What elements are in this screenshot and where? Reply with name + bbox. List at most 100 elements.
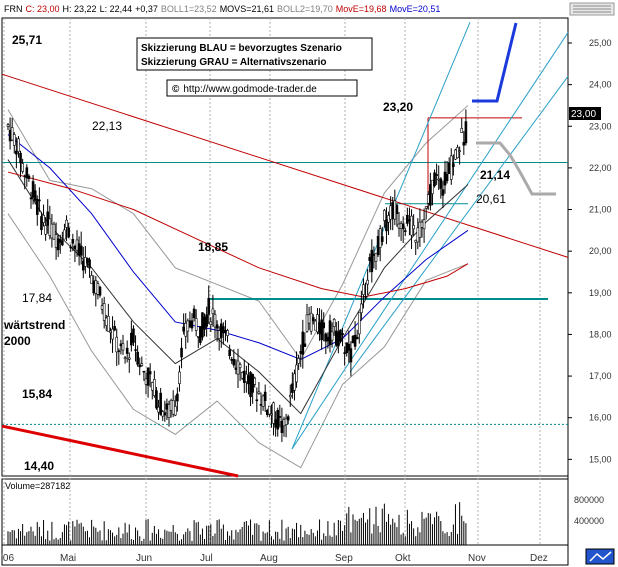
price-annotation: 17,84 [22,291,52,305]
candle-body [242,370,246,383]
candle-body [31,181,35,198]
high-value: H: 23,22 [63,4,97,14]
candle-body [397,223,401,229]
candle-body [282,419,286,427]
candle-body [307,314,311,324]
low-value: L: 22,44 [100,4,133,14]
candle-body [247,375,250,385]
candle-body [40,216,43,231]
price-annotation: 21,14 [480,168,510,182]
candle-body [98,286,102,296]
x-tick-label: Dez [530,553,548,564]
candle-body [431,179,434,195]
candle-body [201,312,204,338]
candle-body [278,416,282,418]
candle-body [203,316,206,330]
candle-body [343,352,346,354]
candle-body [230,359,234,361]
candle-body [134,349,137,351]
trend-label: wärtstrend [3,318,65,332]
candle-body [316,314,319,333]
x-tick-label: Jul [200,553,213,564]
blue-scenario-arrow [472,22,518,103]
candle-body [67,227,70,238]
price-annotation: 15,84 [22,387,52,401]
candle-body [362,284,365,295]
candle-body [399,223,403,229]
price-annotation: 20,61 [476,192,506,206]
candle-body [38,199,41,202]
bollinger-upper [7,105,469,361]
y-tick-label: 20,00 [589,246,612,256]
candle-body [376,236,380,255]
candle-body [171,400,175,415]
candle-body [297,358,300,364]
candle-body [163,412,167,416]
candle-body [153,379,156,396]
candle-body [46,211,50,226]
candle-body [65,219,68,228]
candle-body [182,326,185,332]
candle-body [238,364,242,369]
volume-tick-400k: 400000 [574,516,604,526]
candle-body [190,320,194,329]
candle-body [12,134,16,146]
candle-body [121,343,125,351]
candle-body [334,330,338,346]
candle-body [79,245,83,256]
svg-text:©http://www.godmode-trader.de: © http://www.godmode-trader.de [172,84,317,95]
candle-body [351,335,355,344]
x-tick-label: Mai [60,553,76,564]
candle-body [100,305,104,310]
candle-body [414,240,418,243]
y-tick-label: 16,00 [589,413,612,423]
candle-body [293,373,296,391]
candle-body [439,178,443,189]
candle-body [295,364,298,383]
candle-body [176,393,179,402]
candle-body [240,372,244,379]
candle-body [429,184,432,206]
candle-body [263,391,267,402]
price-annotation: 25,71 [12,33,42,47]
candle-body [136,351,139,365]
website-box: © http://www.godmode-trader.de [166,79,358,97]
change-value: +0,37 [135,4,158,14]
candle-body [17,138,20,152]
header-bar: FRN C: 23,00 H: 23,22 L: 22,44 +0,37 BOLL1=23… [2,2,568,16]
candle-body [383,210,386,221]
candle-body [353,334,357,347]
candle-body [337,331,340,347]
candle-body [322,322,326,329]
candle-body [88,259,91,269]
candle-body [199,326,202,343]
x-tick-label: Nov [468,553,486,564]
candle-body [127,357,131,360]
candle-body [130,332,133,346]
candle-body [408,219,411,222]
candle-body [167,404,171,418]
candle-body [280,420,284,433]
candle-body [107,315,110,332]
candle-body [332,319,336,327]
scenario-legend-box: Skizzierung BLAU = bevorzugtes Szenario … [136,37,373,71]
candle-body [393,200,397,220]
candle-body [347,343,351,351]
candle-body [326,336,330,342]
channel-mid [349,75,569,373]
candle-body [132,328,135,343]
close-value: C: 23,00 [26,4,60,14]
candle-body [29,197,33,200]
candle-body [251,374,254,393]
candle-body [401,223,405,230]
candle-body [71,238,75,244]
candle-body [360,303,363,314]
candle-body [257,391,261,394]
candle-body [391,202,395,219]
candle-body [44,225,47,235]
price-annotation: 18,85 [198,240,228,254]
x-tick-label: Sep [335,553,353,564]
candle-body [424,206,428,209]
candle-body [150,382,154,391]
